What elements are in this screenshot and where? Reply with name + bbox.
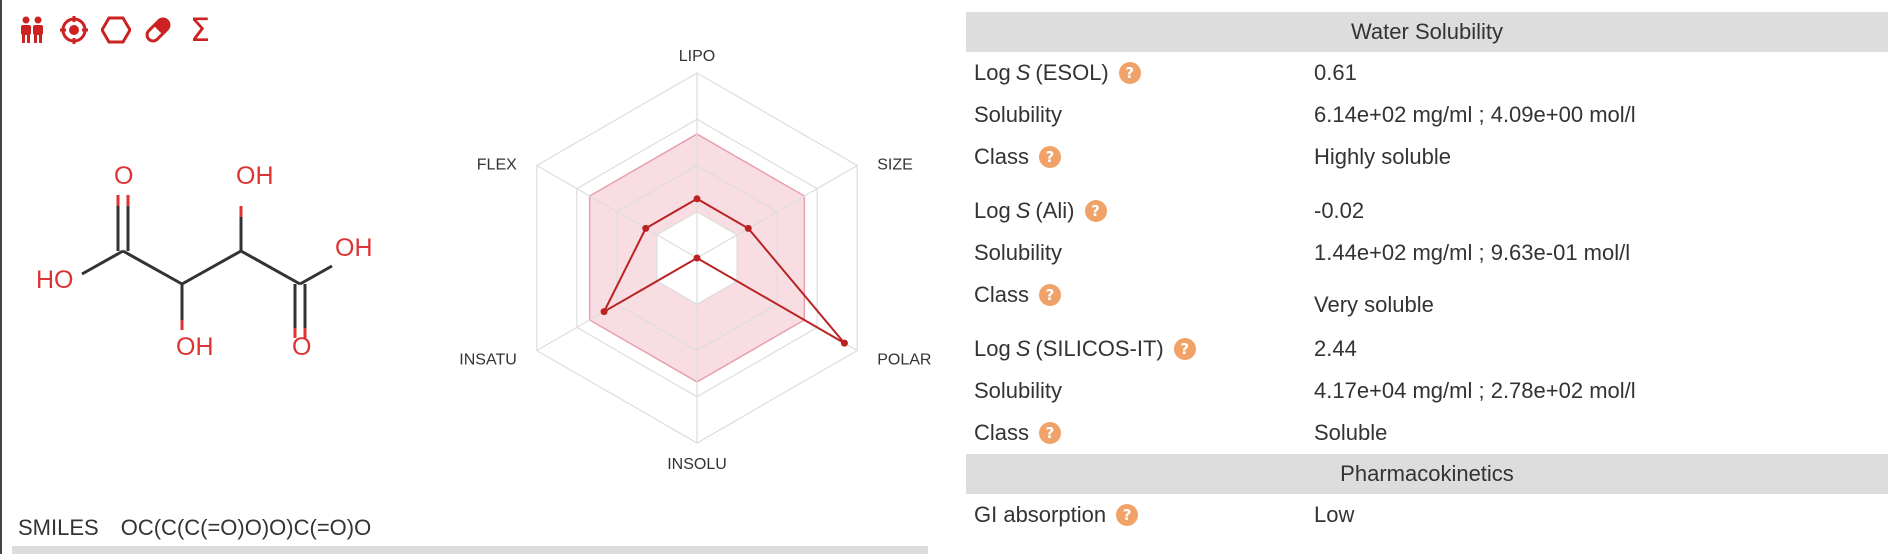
- solubility-value: 1.44e+02 mg/ml ; 9.63e-01 mol/l: [1314, 240, 1631, 265]
- log-s-ali-row: Log S (Ali) ? -0.02: [966, 190, 1888, 232]
- bond: [181, 249, 242, 286]
- people-icon[interactable]: [16, 14, 48, 46]
- data-point: [642, 224, 650, 232]
- label-text: Log: [974, 336, 1011, 361]
- class-row: Class ? Soluble: [966, 412, 1888, 454]
- label-text: (ESOL): [1035, 60, 1109, 85]
- smiles-label: SMILES: [18, 515, 99, 540]
- pharmacokinetics-header: Pharmacokinetics: [966, 454, 1888, 494]
- label-text: (SILICOS-IT): [1035, 336, 1164, 361]
- grid-spoke: [536, 164, 698, 259]
- label-text: Log: [974, 198, 1011, 223]
- data-point: [693, 195, 701, 203]
- bond: [81, 249, 124, 276]
- help-icon[interactable]: ?: [1039, 422, 1062, 444]
- bond: [122, 249, 183, 286]
- log-s-ali-value: -0.02: [1314, 198, 1365, 223]
- atom-label: OH: [335, 234, 373, 262]
- bond: [299, 264, 333, 286]
- class-label: Class ?: [974, 420, 1062, 446]
- gi-absorption-value: Low: [1314, 502, 1355, 527]
- hexagon-icon[interactable]: [100, 14, 132, 46]
- label-italic: S: [1015, 198, 1031, 223]
- log-s-esol-label: Log S (ESOL) ?: [974, 60, 1141, 86]
- solubility-row: Solubility 4.17e+04 mg/ml ; 2.78e+02 mol…: [966, 370, 1888, 412]
- properties-table: Water Solubility Log S (ESOL) ? 0.61 Sol…: [966, 12, 1888, 536]
- label-text: Log: [974, 60, 1011, 85]
- data-point: [693, 254, 701, 262]
- log-s-ali-label: Log S (Ali) ?: [974, 198, 1107, 224]
- axis-label: INSATU: [459, 352, 516, 369]
- bond: [240, 249, 301, 286]
- class-value: Soluble: [1314, 420, 1388, 445]
- atom-label: O: [292, 333, 311, 361]
- solubility-label: Solubility: [974, 240, 1063, 265]
- log-s-esol-row: Log S (ESOL) ? 0.61: [966, 52, 1888, 94]
- label-italic: S: [1015, 60, 1031, 85]
- grid-spoke: [696, 164, 858, 259]
- data-point: [600, 308, 608, 316]
- axis-label: INSOLU: [667, 456, 727, 473]
- solubility-value: 6.14e+02 mg/ml ; 4.09e+00 mol/l: [1314, 102, 1636, 127]
- bioavailability-radar-chart: LIPO SIZE POLAR INSOLU INSATU FLEX: [459, 48, 931, 473]
- atom-label: O: [114, 162, 133, 190]
- gi-absorption-label: GI absorption ?: [974, 502, 1139, 528]
- solubility-row: Solubility 6.14e+02 mg/ml ; 4.09e+00 mol…: [966, 94, 1888, 136]
- class-label: Class ?: [974, 282, 1062, 308]
- class-value: Highly soluble: [1314, 144, 1451, 169]
- molecule-structure: O OH HO OH OH O: [36, 162, 373, 361]
- solubility-label: Solubility: [974, 102, 1063, 127]
- toolbar: Σ: [16, 14, 216, 46]
- log-s-silicos-value: 2.44: [1314, 336, 1357, 361]
- class-label: Class ?: [974, 144, 1062, 170]
- atom-label: OH: [176, 333, 214, 361]
- label-text: (Ali): [1035, 198, 1075, 223]
- log-s-silicos-label: Log S (SILICOS-IT) ?: [974, 336, 1196, 362]
- class-row: Class ? Very soluble: [966, 274, 1888, 317]
- solubility-value: 4.17e+04 mg/ml ; 2.78e+02 mol/l: [1314, 378, 1636, 403]
- help-icon[interactable]: ?: [1039, 146, 1062, 168]
- axis-label: FLEX: [477, 157, 517, 174]
- label-text: Class: [974, 420, 1030, 445]
- solubility-label: Solubility: [974, 378, 1063, 403]
- atom-label: OH: [236, 162, 274, 190]
- help-icon[interactable]: ?: [1039, 284, 1062, 306]
- help-icon[interactable]: ?: [1116, 504, 1139, 526]
- atom-label: HO: [36, 266, 74, 294]
- axis-label: LIPO: [679, 48, 715, 65]
- class-value: Very soluble: [1314, 292, 1434, 317]
- sigma-icon[interactable]: Σ: [189, 11, 211, 49]
- smiles-value: OC(C(C(=O)O)O)C(=O)O: [120, 515, 372, 540]
- data-point: [744, 224, 752, 232]
- label-text: GI absorption: [974, 502, 1107, 527]
- water-solubility-header: Water Solubility: [966, 12, 1888, 52]
- log-s-silicos-row: Log S (SILICOS-IT) ? 2.44: [966, 328, 1888, 370]
- pill-icon[interactable]: [142, 14, 174, 46]
- label-text: Class: [974, 144, 1030, 169]
- target-icon[interactable]: [58, 14, 90, 46]
- help-icon[interactable]: ?: [1118, 62, 1141, 84]
- gi-absorption-row: GI absorption ? Low: [966, 494, 1888, 536]
- class-row: Class ? Highly soluble: [966, 136, 1888, 178]
- log-s-esol-value: 0.61: [1314, 60, 1357, 85]
- scrollbar-track[interactable]: [12, 546, 928, 554]
- solubility-row: Solubility 1.44e+02 mg/ml ; 9.63e-01 mol…: [966, 232, 1888, 274]
- help-icon[interactable]: ?: [1173, 338, 1196, 360]
- data-point: [840, 339, 848, 347]
- axis-label: POLAR: [877, 352, 931, 369]
- help-icon[interactable]: ?: [1084, 200, 1107, 222]
- axis-label: SIZE: [877, 157, 913, 174]
- molecule-panel: Σ O OH HO OH OH O: [0, 0, 940, 554]
- smiles-row: SMILES OC(C(C(=O)O)O)C(=O)O: [18, 515, 371, 541]
- label-text: Class: [974, 282, 1030, 307]
- label-italic: S: [1015, 336, 1031, 361]
